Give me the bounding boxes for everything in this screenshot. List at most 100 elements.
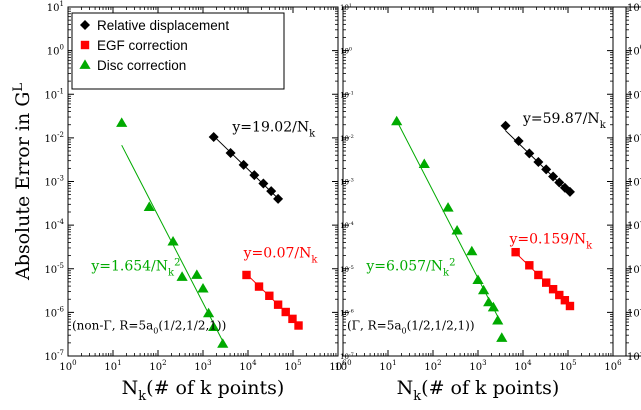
legend-box (71, 12, 285, 90)
fit-lines (121, 120, 571, 342)
x-tick-label: 103 (194, 359, 211, 373)
panel-1-point (266, 186, 277, 197)
x-tick-label: 101 (379, 359, 396, 373)
panel-1-point (217, 338, 229, 348)
y-tick-label-right: 10-4 (627, 218, 641, 232)
panel-2-point (533, 156, 544, 167)
y-tick-label-right: 10-6 (627, 305, 641, 319)
panel-2-fit-label-0: y=59.87/Nk (522, 111, 607, 131)
panel-2-point (477, 284, 490, 295)
panel-1-point (202, 307, 215, 318)
y-tick-label-mid: 10-1 (340, 90, 354, 99)
x-axis-title-1: Nk(# of k points) (122, 377, 285, 404)
panel-2-point (472, 274, 484, 284)
x-tick-label: 103 (469, 359, 486, 373)
y-tick-label: 101 (47, 0, 64, 14)
x-tick-label: 106 (604, 359, 622, 373)
panel-2-point (513, 135, 524, 146)
x-tick-label: 105 (284, 359, 301, 373)
panel-1-label: (non-Γ, R=5a0(1/2,1/2,1)) (72, 319, 226, 336)
panel-2-point (555, 290, 564, 300)
panel-2-point (560, 296, 570, 305)
y-tick-label-right: 10-7 (627, 349, 641, 363)
y-tick-label-right: 10-3 (627, 175, 641, 189)
y-tick-label-mid: 100 (340, 47, 352, 56)
panel-1-point (208, 131, 219, 142)
panel-1-point (143, 201, 155, 211)
legend-marker-square (80, 40, 90, 50)
panel-1-point (238, 159, 249, 170)
panel-2-fit-label-2: y=6.057/Nk2 (365, 258, 455, 279)
panel-1-point (191, 269, 203, 279)
panel-2-point (483, 296, 495, 307)
panel-1-point (208, 321, 220, 332)
y-tick-label: 10-7 (44, 349, 64, 363)
y-tick-label: 10-3 (44, 175, 64, 189)
legend-label: Relative displacement (97, 18, 229, 33)
panel-2-point (418, 158, 430, 169)
panel-2-fit-label-1: y=0.159/Nk (508, 231, 593, 251)
panel-1-point (258, 178, 269, 189)
panel-2-point (554, 177, 565, 188)
panel-2-label: (Γ, R=5a0(1/2,1/2,1)) (347, 319, 475, 336)
x-tick-label: 102 (424, 359, 441, 373)
panel-1-fit-label-2: y=1.654/Nk2 (90, 258, 180, 279)
panel-2-point (548, 171, 559, 182)
panel-2-point (487, 301, 499, 312)
y-tick-label: 10-2 (44, 131, 64, 145)
chart-text: 100 101 102 103 104 105 106 (non-Γ, R=5a0(1/2,1… (11, 0, 641, 404)
y-axis-title: Absolute Error in GL (11, 83, 34, 281)
panel-2-point (496, 332, 508, 342)
legend-marker-triangle (79, 59, 91, 69)
panel-2-point (548, 284, 558, 294)
y-tick-label-right: 100 (627, 44, 641, 58)
panel-2-point (524, 148, 535, 159)
panel-1-point (176, 271, 188, 281)
x-axis-title-2: Nk(# of k points) (397, 377, 560, 404)
panel-1-point (197, 283, 209, 293)
panel-1-point (273, 300, 283, 309)
x-tick-label: 100 (334, 359, 351, 373)
y-tick-label: 10-5 (44, 262, 64, 276)
panel-1-point (273, 193, 284, 204)
panel-2-point (391, 115, 403, 126)
y-tick-label: 10-6 (44, 305, 64, 319)
panel-2-point (451, 224, 463, 235)
panel-2-point (500, 120, 511, 131)
panel-2-point (525, 261, 534, 270)
panel-1-point (242, 270, 251, 280)
panel-1-point (294, 321, 303, 330)
x-tick-label: 101 (104, 359, 121, 373)
panel-1-point (288, 314, 297, 324)
y-tick-label: 10-4 (44, 218, 64, 232)
x-tick-label: 105 (559, 359, 576, 373)
x-tick-label: 100 (59, 359, 76, 373)
panel-2-point (541, 164, 552, 175)
y-tick-label-right: 10-1 (627, 87, 641, 101)
panel-1-fit-label-1: y=0.07/Nk (243, 246, 319, 266)
legend-label: EGF correction (97, 38, 188, 53)
panel-1-point (281, 307, 290, 317)
y-tick-label-mid: 10-3 (340, 178, 354, 187)
panel-1-point (225, 148, 236, 159)
panel-2-point (534, 270, 543, 280)
legend: Relative displacement EGF correction Disc … (71, 12, 285, 90)
y-tick-label: 10-1 (44, 87, 64, 101)
panel-2-point (541, 278, 551, 287)
panel-1-fit-label-0: y=19.02/Nk (231, 120, 316, 140)
legend-marker-diamond (80, 20, 90, 30)
panel-2-point (466, 245, 478, 256)
panel-2-point (442, 202, 454, 212)
panel-2-point (565, 301, 575, 311)
y-tick-label-mid: 10-4 (340, 221, 354, 230)
panel-2-point (492, 314, 504, 325)
y-tick-label-mid: 10-5 (340, 265, 354, 274)
x-tick-label: 104 (514, 359, 532, 373)
y-tick-label-right: 101 (627, 0, 641, 14)
y-tick-label-mid: 10-2 (340, 134, 354, 143)
panel-1-point (116, 117, 128, 127)
x-tick-label: 102 (149, 359, 166, 373)
legend-label: Disc correction (97, 58, 186, 73)
panel-1-point (254, 282, 264, 291)
